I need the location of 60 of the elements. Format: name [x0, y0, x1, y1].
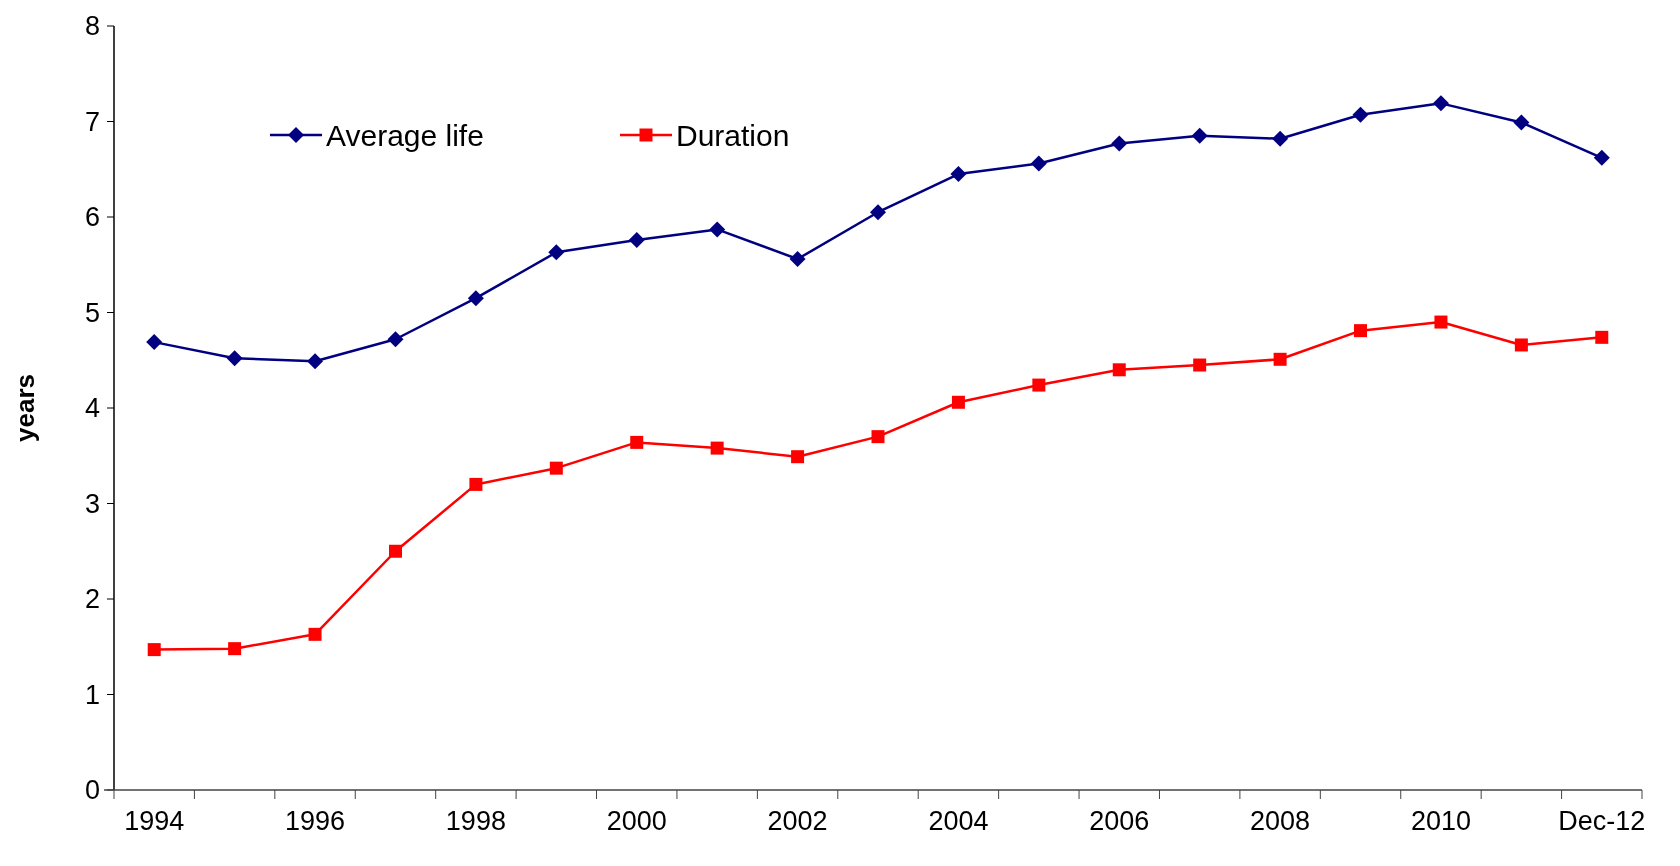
x-tick-label: 1996	[285, 806, 346, 836]
point	[1032, 378, 1046, 392]
y-tick-label: 8	[84, 11, 100, 42]
point	[951, 395, 965, 409]
y-tick-label: 5	[84, 297, 100, 328]
x-tick-label: 2008	[1250, 806, 1311, 836]
y-tick-label: 3	[84, 488, 100, 519]
point	[870, 204, 886, 221]
y-tick-label: 2	[84, 584, 100, 615]
point	[1432, 95, 1449, 112]
x-tick-label: 2000	[606, 806, 667, 836]
point	[147, 643, 161, 657]
point	[308, 627, 322, 641]
x-tick-label: 2006	[1089, 806, 1150, 836]
legend-label: Average life	[326, 118, 484, 152]
y-tick-label: 7	[84, 106, 100, 137]
point	[1354, 324, 1368, 338]
point	[387, 331, 404, 348]
point	[469, 477, 483, 491]
point	[789, 251, 806, 268]
y-tick-label: 0	[84, 775, 100, 806]
point	[1112, 363, 1126, 377]
point	[226, 350, 243, 367]
x-tick-label: 2004	[928, 806, 989, 836]
point	[307, 353, 324, 370]
point	[1273, 352, 1287, 366]
point	[1593, 149, 1610, 166]
point	[1434, 315, 1448, 329]
point	[1191, 127, 1208, 144]
x-tick-label: 1994	[124, 806, 185, 836]
y-tick-label: 1	[84, 679, 100, 710]
point	[1352, 106, 1369, 123]
point	[146, 334, 163, 351]
point	[791, 450, 805, 464]
point	[628, 231, 645, 248]
point	[1272, 130, 1289, 147]
point	[871, 430, 885, 444]
point	[709, 221, 726, 238]
legend-label: Duration	[676, 118, 790, 152]
point	[1514, 338, 1528, 352]
point	[1030, 155, 1047, 172]
point	[228, 642, 242, 656]
y-tick-label: 6	[84, 202, 100, 233]
point	[1595, 330, 1609, 344]
x-tick-label: Dec-12	[1558, 806, 1646, 836]
point	[467, 290, 484, 307]
point	[548, 244, 565, 261]
point	[950, 166, 967, 183]
point	[1513, 114, 1530, 131]
x-tick-label: 2002	[767, 806, 828, 836]
point	[549, 461, 563, 475]
point	[388, 544, 402, 558]
y-axis-title: years	[10, 374, 40, 442]
y-tick-label: 4	[84, 393, 100, 424]
point	[710, 441, 724, 455]
point	[630, 435, 644, 449]
x-tick-label: 1998	[445, 806, 506, 836]
point	[1193, 358, 1207, 372]
x-tick-label: 2010	[1410, 806, 1471, 836]
point	[1111, 135, 1128, 152]
